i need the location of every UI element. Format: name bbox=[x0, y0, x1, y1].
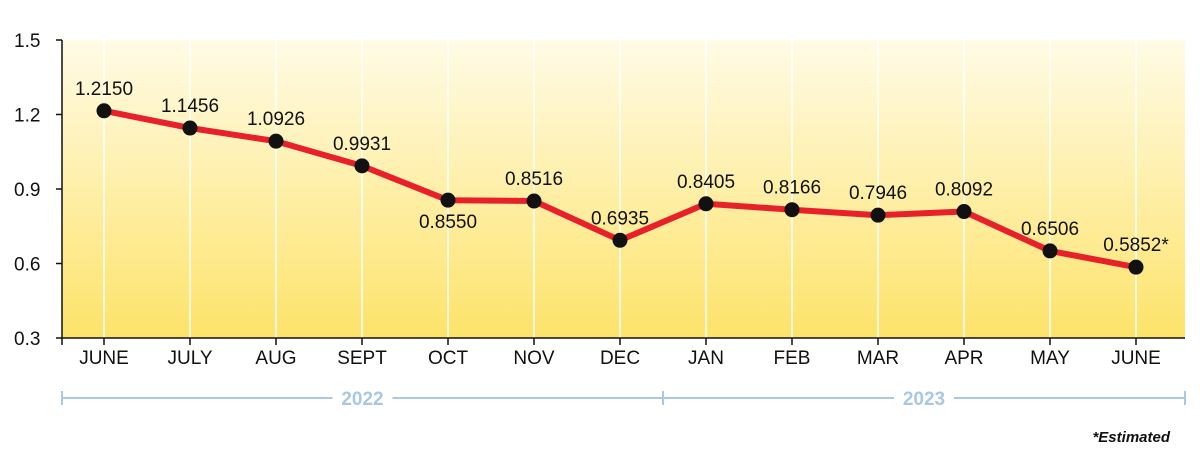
data-label-7: 0.8405 bbox=[677, 172, 735, 193]
x-tick-label-2: AUG bbox=[255, 348, 296, 369]
data-label-8: 0.8166 bbox=[763, 178, 821, 199]
data-labels: 1.2150 1.1456 1.0926 0.9931 0.8550 0.8516 0.69… bbox=[75, 79, 1169, 256]
data-point-4 bbox=[440, 192, 456, 208]
data-points bbox=[96, 103, 1144, 275]
x-tick-label-3: SEPT bbox=[337, 348, 387, 369]
data-point-1 bbox=[182, 120, 198, 136]
footnote: *Estimated bbox=[1092, 429, 1170, 446]
data-label-2: 1.0926 bbox=[247, 109, 305, 130]
x-tick-label-7: JAN bbox=[688, 348, 724, 369]
data-label-10: 0.8092 bbox=[935, 180, 993, 201]
data-label-0: 1.2150 bbox=[75, 79, 133, 100]
x-tick-label-10: APR bbox=[944, 348, 983, 369]
y-tick-label-0: 0.3 bbox=[14, 329, 40, 350]
x-tick-label-5: NOV bbox=[513, 348, 555, 369]
year-brackets: 2022 2023 bbox=[61, 389, 1186, 410]
y-tick-label-1: 0.6 bbox=[14, 255, 40, 276]
x-tick-label-4: OCT bbox=[428, 348, 469, 369]
y-tick-label-4: 1.5 bbox=[14, 31, 40, 52]
data-point-12 bbox=[1128, 259, 1144, 275]
x-tick-label-0: JUNE bbox=[79, 348, 129, 369]
plot-background bbox=[62, 40, 1185, 338]
year-bracket-2022: 2022 bbox=[61, 389, 664, 410]
data-point-6 bbox=[612, 232, 628, 248]
year-bracket-2023: 2023 bbox=[662, 389, 1186, 410]
data-point-9 bbox=[870, 207, 886, 223]
data-point-5 bbox=[526, 193, 542, 209]
data-point-8 bbox=[784, 202, 800, 218]
data-point-10 bbox=[956, 204, 972, 220]
data-label-3: 0.9931 bbox=[333, 134, 391, 155]
vertical-gridlines bbox=[103, 40, 1137, 338]
data-point-11 bbox=[1042, 243, 1058, 259]
data-label-1: 1.1456 bbox=[161, 96, 219, 117]
year-label-0: 2022 bbox=[341, 389, 383, 410]
x-tick-label-12: JUNE bbox=[1111, 348, 1161, 369]
y-axis-ticks: 0.3 0.6 0.9 1.2 1.5 bbox=[14, 31, 62, 350]
y-tick-label-2: 0.9 bbox=[14, 180, 40, 201]
x-tick-label-1: JULY bbox=[167, 348, 212, 369]
x-tick-label-11: MAY bbox=[1030, 348, 1070, 369]
y-tick-label-3: 1.2 bbox=[14, 106, 40, 127]
data-label-9: 0.7946 bbox=[849, 183, 907, 204]
data-point-0 bbox=[96, 103, 112, 119]
data-label-6: 0.6935 bbox=[591, 208, 649, 229]
x-tick-label-8: FEB bbox=[774, 348, 811, 369]
data-point-3 bbox=[354, 158, 370, 174]
data-label-4: 0.8550 bbox=[419, 212, 477, 233]
data-label-5: 0.8516 bbox=[505, 169, 563, 190]
data-label-11: 0.6506 bbox=[1021, 219, 1079, 240]
data-label-12: 0.5852* bbox=[1103, 235, 1169, 256]
x-tick-label-6: DEC bbox=[600, 348, 640, 369]
data-point-7 bbox=[698, 196, 714, 212]
data-point-2 bbox=[268, 133, 284, 149]
x-tick-label-9: MAR bbox=[857, 348, 899, 369]
x-axis-ticks: JUNE JULY AUG SEPT OCT NOV DEC JAN FEB MAR APR MAY J… bbox=[61, 338, 1161, 369]
year-label-1: 2023 bbox=[903, 389, 945, 410]
